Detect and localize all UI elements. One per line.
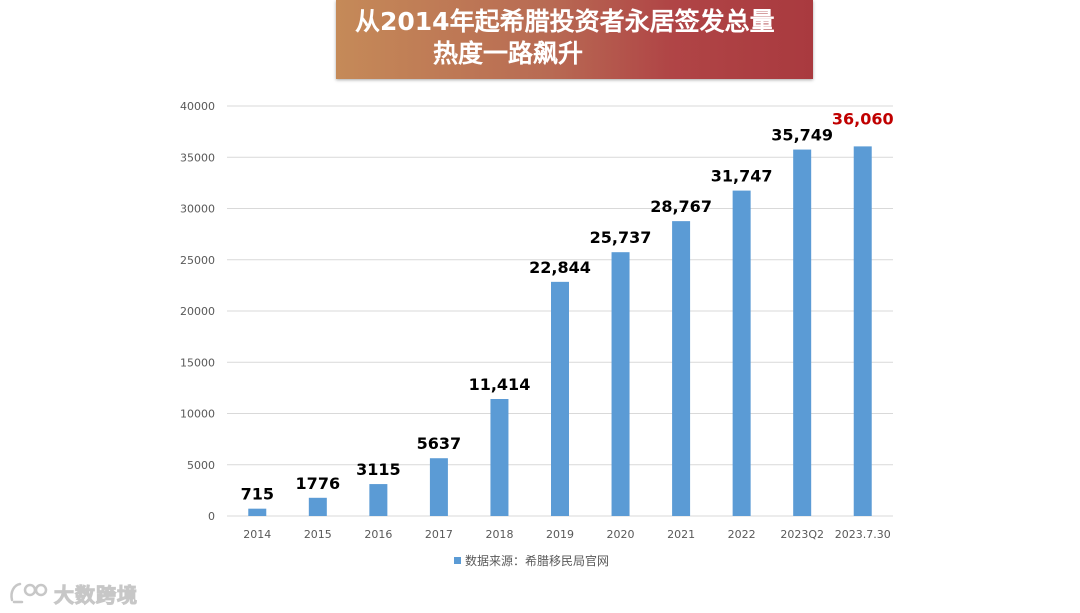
- y-tick-label: 0: [208, 510, 215, 523]
- chart-title-line1: 从2014年起希腊投资者永居签发总量: [355, 7, 775, 36]
- y-tick-label: 35000: [180, 151, 215, 164]
- bar: [490, 399, 509, 516]
- data-labels: 715 1776 3115 5637 11,414 22,844 25,737 28,767 3…: [241, 109, 894, 503]
- watermark: 大数跨境: [8, 578, 138, 608]
- x-tick-label: 2023.7.30: [835, 528, 891, 541]
- bar: [429, 458, 448, 516]
- x-tick-label: 2019: [546, 528, 574, 541]
- x-tick-label: 2016: [364, 528, 392, 541]
- bar: [793, 149, 812, 516]
- data-label: 715: [241, 485, 274, 504]
- x-tick-label: 2020: [607, 528, 635, 541]
- data-label: 28,767: [650, 197, 712, 216]
- watermark-text: 大数跨境: [54, 582, 138, 607]
- data-label: 22,844: [529, 258, 591, 277]
- logo-icon: [10, 582, 48, 604]
- bar: [551, 281, 569, 516]
- bar: [611, 252, 630, 517]
- data-label: 5637: [417, 434, 462, 453]
- data-label: 36,060: [832, 109, 894, 128]
- y-tick-label: 25000: [180, 254, 215, 267]
- y-tick-label: 20000: [180, 305, 215, 318]
- x-tick-label: 2018: [485, 528, 513, 541]
- data-label: 31,747: [711, 167, 773, 186]
- x-tick-label: 2021: [667, 528, 695, 541]
- y-axis-ticks: 0 5000 10000 15000 20000 25000 30000 35000 40000: [180, 100, 215, 523]
- title-banner: 从2014年起希腊投资者永居签发总量 热度一路飙升: [336, 0, 813, 79]
- x-tick-label: 2023Q2: [780, 528, 824, 541]
- bar: [672, 221, 691, 516]
- data-label: 35,749: [771, 126, 833, 145]
- legend-label: 数据来源：希腊移民局官网: [465, 553, 609, 568]
- bar: [369, 484, 388, 516]
- bars: [248, 146, 872, 517]
- y-tick-label: 30000: [180, 203, 215, 216]
- bar: [853, 146, 872, 516]
- x-tick-label: 2017: [425, 528, 453, 541]
- data-label: 25,737: [590, 228, 652, 247]
- y-tick-label: 40000: [180, 100, 215, 113]
- data-label: 3115: [356, 460, 401, 479]
- x-tick-label: 2015: [304, 528, 332, 541]
- data-label: 1776: [296, 474, 341, 493]
- y-tick-label: 15000: [180, 356, 215, 369]
- bar: [732, 190, 751, 516]
- bar: [308, 497, 327, 516]
- x-tick-label: 2022: [728, 528, 756, 541]
- y-tick-label: 5000: [187, 459, 215, 472]
- y-tick-label: 10000: [180, 408, 215, 421]
- legend: 数据来源：希腊移民局官网: [454, 553, 609, 568]
- bar: [248, 508, 267, 516]
- x-axis-ticks: 2014 2015 2016 2017 2018 2019 2020 2021 2022 2023…: [243, 528, 890, 541]
- x-tick-label: 2014: [243, 528, 271, 541]
- legend-swatch: [454, 557, 461, 564]
- data-label: 11,414: [469, 375, 531, 394]
- chart-title-line2: 热度一路飙升: [433, 39, 584, 68]
